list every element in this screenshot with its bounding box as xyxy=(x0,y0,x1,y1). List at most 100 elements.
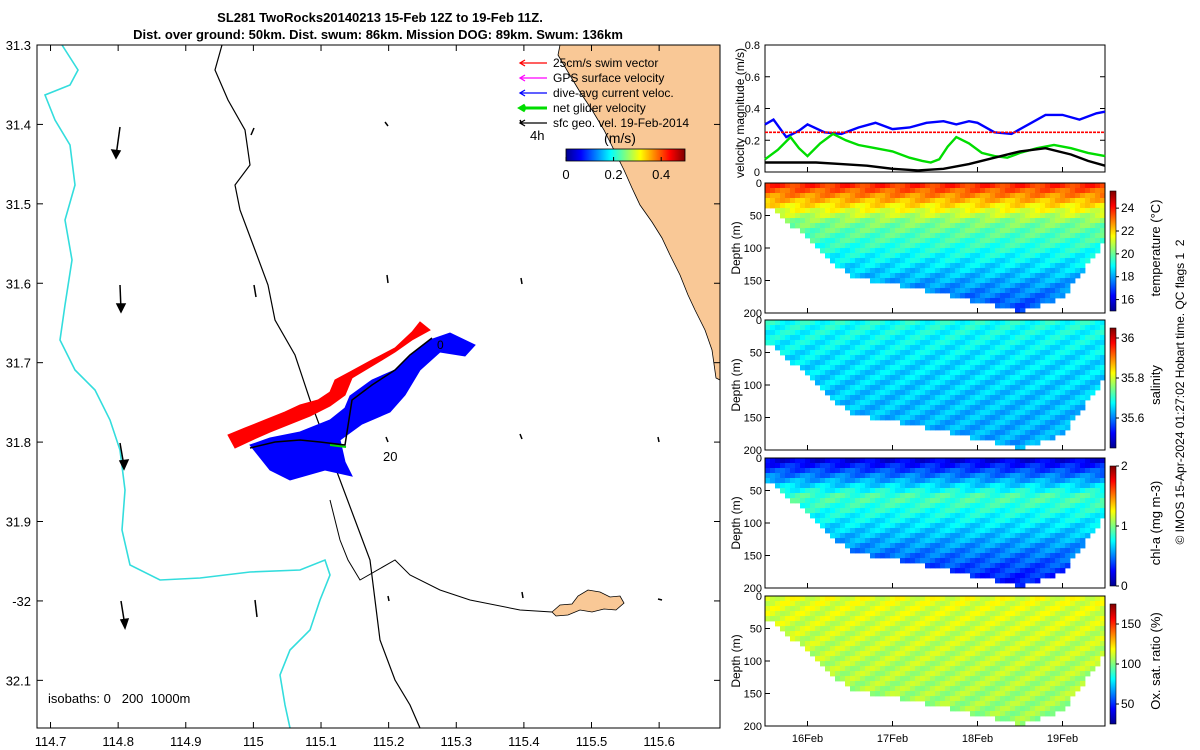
section-cell xyxy=(990,380,996,386)
section-cell xyxy=(1005,273,1011,279)
section-cell xyxy=(890,601,896,607)
section-cell xyxy=(995,498,1001,504)
section-cell xyxy=(1100,208,1106,214)
section-cell xyxy=(990,293,996,299)
section-cell xyxy=(1045,508,1051,514)
section-cell xyxy=(830,666,836,672)
section-cell xyxy=(1055,385,1061,391)
section-cell xyxy=(1010,380,1016,386)
section-cell xyxy=(1005,563,1011,569)
section-cell xyxy=(895,513,901,519)
section-cell xyxy=(1005,253,1011,259)
section-cell xyxy=(930,233,936,239)
section-cell xyxy=(905,686,911,692)
section-cell xyxy=(1000,193,1006,199)
map-y-tick-label: 31.5 xyxy=(6,197,31,212)
section-cell xyxy=(935,223,941,229)
section-cell xyxy=(925,641,931,647)
section-cell xyxy=(965,228,971,234)
section-cell xyxy=(1040,268,1046,274)
section-cell xyxy=(860,513,866,519)
section-cell xyxy=(965,563,971,569)
section-cell xyxy=(970,258,976,264)
section-cell xyxy=(940,395,946,401)
section-cell xyxy=(1010,410,1016,416)
section-cell xyxy=(890,676,896,682)
section-cell xyxy=(1000,681,1006,687)
section-cell xyxy=(805,596,811,602)
section-cell xyxy=(830,656,836,662)
section-cell xyxy=(930,493,936,499)
section-cell xyxy=(980,228,986,234)
section-cell xyxy=(1000,345,1006,351)
section-cell xyxy=(1020,385,1026,391)
section-cell xyxy=(810,183,816,189)
section-cell xyxy=(780,193,786,199)
section-cell xyxy=(1080,400,1086,406)
section-cell xyxy=(925,606,931,612)
section-cell xyxy=(925,538,931,544)
section-cell xyxy=(980,498,986,504)
section-cell xyxy=(930,691,936,697)
section-cell xyxy=(1025,233,1031,239)
section-cell xyxy=(1035,498,1041,504)
section-cell xyxy=(955,696,961,702)
section-cell xyxy=(880,350,886,356)
section-cell xyxy=(930,671,936,677)
section-cell xyxy=(810,473,816,479)
section-cell xyxy=(980,523,986,529)
section-cell xyxy=(1005,330,1011,336)
section-cell xyxy=(835,646,841,652)
section-cell xyxy=(875,596,881,602)
section-cell xyxy=(900,203,906,209)
section-cell xyxy=(870,498,876,504)
section-cell xyxy=(905,498,911,504)
section-cell xyxy=(900,463,906,469)
section-cell xyxy=(1090,198,1096,204)
section-cell xyxy=(850,478,856,484)
section-cell xyxy=(970,380,976,386)
section-cell xyxy=(935,483,941,489)
section-cell xyxy=(1095,198,1101,204)
section-cell xyxy=(1080,370,1086,376)
section-cell xyxy=(920,340,926,346)
section-cell xyxy=(995,188,1001,194)
section-cell xyxy=(1040,568,1046,574)
section-cell xyxy=(985,203,991,209)
section-cell xyxy=(995,380,1001,386)
section-cell xyxy=(950,631,956,637)
section-cell xyxy=(1010,538,1016,544)
section-cell xyxy=(780,473,786,479)
section-cell xyxy=(970,390,976,396)
section-cell xyxy=(925,330,931,336)
section-cell xyxy=(890,355,896,361)
section-cell xyxy=(960,601,966,607)
section-cell xyxy=(935,425,941,431)
section-cell xyxy=(910,400,916,406)
section-cell xyxy=(895,370,901,376)
section-cell xyxy=(825,335,831,341)
section-cell xyxy=(920,513,926,519)
section-cell xyxy=(1025,283,1031,289)
section-cell xyxy=(1010,440,1016,446)
section-cell xyxy=(930,601,936,607)
section-cell xyxy=(1015,330,1021,336)
section-cell xyxy=(895,410,901,416)
section-cell xyxy=(1065,538,1071,544)
section-cell xyxy=(1000,706,1006,712)
section-cell xyxy=(885,218,891,224)
section-cell xyxy=(995,325,1001,331)
section-cell xyxy=(815,213,821,219)
isobath-200m xyxy=(214,45,421,728)
section-cell xyxy=(1005,596,1011,602)
section-cell xyxy=(945,601,951,607)
section-cell xyxy=(990,478,996,484)
section-cell xyxy=(980,691,986,697)
section-cell xyxy=(805,355,811,361)
section-cell xyxy=(950,706,956,712)
section-cell xyxy=(890,320,896,326)
section-cell xyxy=(1085,380,1091,386)
section-cell xyxy=(955,478,961,484)
section-cell xyxy=(975,473,981,479)
section-cell xyxy=(835,483,841,489)
